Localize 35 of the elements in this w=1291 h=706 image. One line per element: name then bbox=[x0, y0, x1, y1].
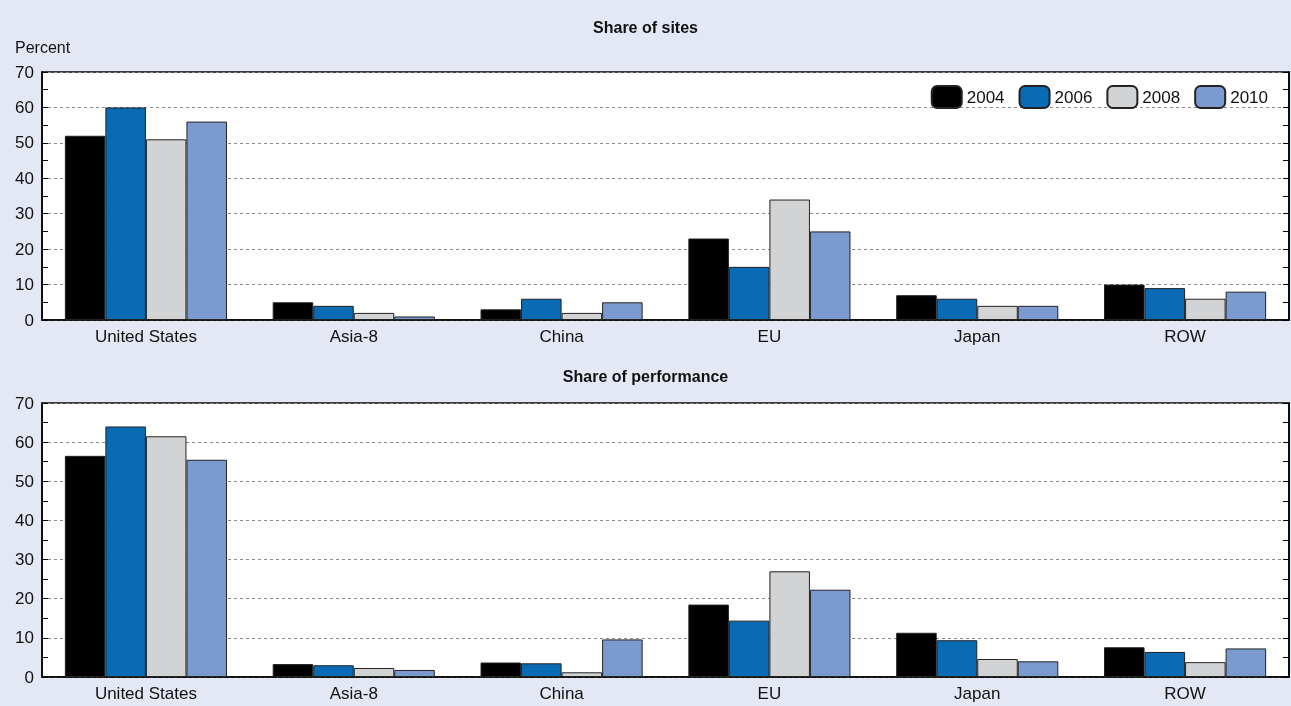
y-tick-label: 60 bbox=[15, 97, 34, 117]
y-tick-label: 30 bbox=[15, 550, 34, 570]
y-tick-label: 0 bbox=[24, 667, 34, 687]
chart-title: Share of performance bbox=[562, 367, 729, 385]
x-tick-label: ROW bbox=[1164, 684, 1206, 703]
legend-label: 2008 bbox=[1142, 87, 1181, 107]
y-tick-label: 50 bbox=[15, 133, 34, 153]
y-tick-label: 70 bbox=[15, 393, 34, 413]
x-tick-label: United States bbox=[94, 327, 197, 346]
x-tick-label: EU bbox=[757, 327, 782, 346]
y-tick-label: 70 bbox=[15, 62, 34, 82]
x-tick-label: ROW bbox=[1164, 327, 1206, 346]
x-tick-label: China bbox=[539, 327, 585, 346]
x-tick-label: China bbox=[539, 684, 585, 703]
y-tick-label: 10 bbox=[15, 275, 34, 295]
y-tick-label: 40 bbox=[15, 168, 34, 188]
y-tick-label: 50 bbox=[15, 471, 34, 491]
y-tick-label: 40 bbox=[15, 510, 34, 530]
x-tick-label: United States bbox=[94, 684, 197, 703]
y-axis-title: Percent bbox=[15, 38, 71, 56]
legend-label: 2006 bbox=[1054, 87, 1093, 107]
legend-label: 2010 bbox=[1230, 87, 1269, 107]
x-tick-label: Asia-8 bbox=[329, 327, 378, 346]
x-tick-label: Japan bbox=[954, 684, 1001, 703]
legend-label: 2004 bbox=[966, 87, 1005, 107]
y-tick-label: 0 bbox=[24, 310, 34, 330]
x-tick-label: EU bbox=[757, 684, 782, 703]
y-tick-label: 10 bbox=[15, 628, 34, 648]
y-tick-label: 20 bbox=[15, 239, 34, 259]
y-tick-label: 30 bbox=[15, 204, 34, 224]
y-tick-label: 20 bbox=[15, 589, 34, 609]
x-tick-label: Japan bbox=[954, 327, 1001, 346]
x-tick-label: Asia-8 bbox=[329, 684, 378, 703]
chart-title: Share of sites bbox=[593, 18, 699, 36]
y-tick-label: 60 bbox=[15, 432, 34, 452]
